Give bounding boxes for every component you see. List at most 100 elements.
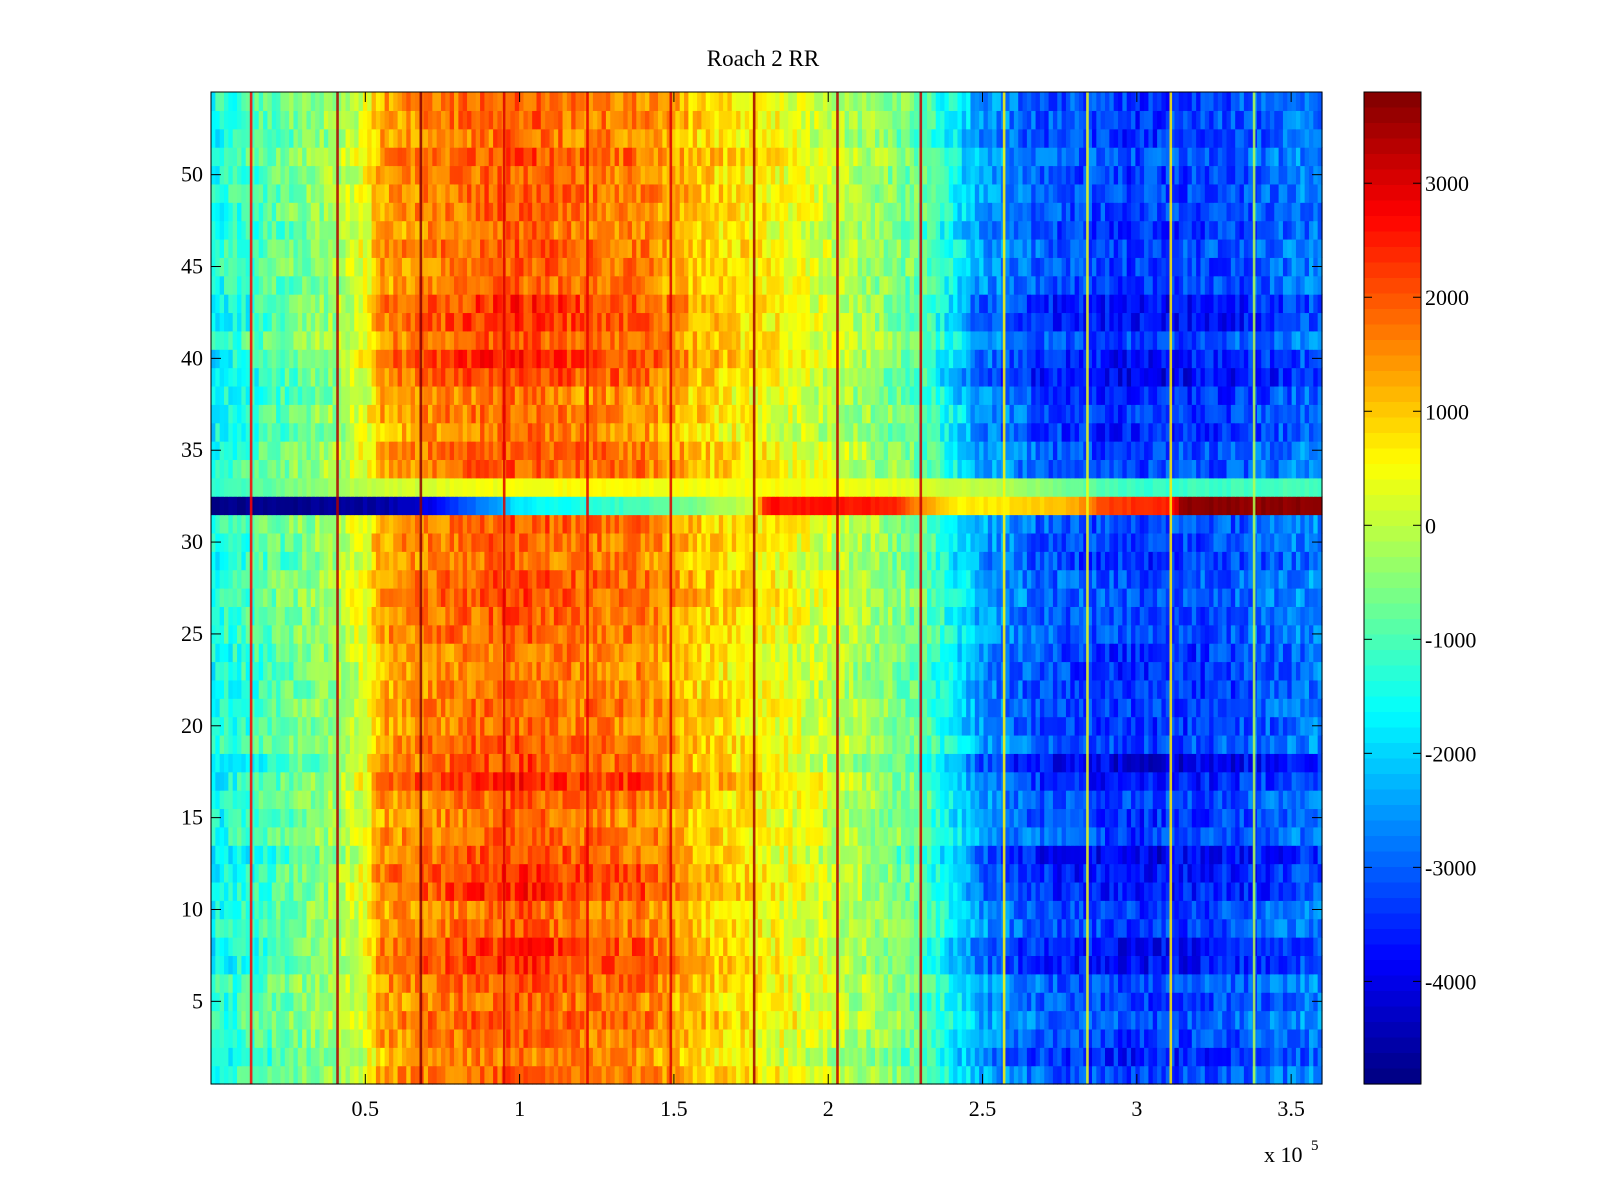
heatmap-cell: [822, 937, 828, 957]
heatmap-cell: [1209, 771, 1215, 791]
heatmap-cell: [297, 937, 303, 957]
heatmap-cell: [1295, 734, 1301, 754]
heatmap-cell: [545, 918, 551, 938]
heatmap-cell: [345, 881, 351, 901]
heatmap-cell: [888, 734, 893, 754]
heatmap-cell: [423, 900, 429, 920]
heatmap-cell: [779, 881, 785, 901]
heatmap-cell: [566, 1010, 572, 1030]
heatmap-cell: [410, 992, 416, 1012]
heatmap-cell: [1300, 826, 1306, 846]
heatmap-cell: [432, 826, 438, 846]
heatmap-cell: [471, 900, 477, 920]
heatmap-cell: [914, 863, 919, 883]
heatmap-cell: [1200, 937, 1206, 957]
heatmap-cell: [718, 753, 724, 773]
heatmap-cell: [1261, 900, 1267, 920]
heatmap-cell: [393, 771, 399, 791]
heatmap-cell: [684, 753, 689, 773]
heatmap-cell: [953, 753, 959, 773]
heatmap-cell: [1256, 808, 1262, 828]
heatmap-cell: [310, 734, 316, 754]
heatmap-cell: [245, 808, 251, 828]
heatmap-cell: [276, 790, 282, 810]
heatmap-plot-area[interactable]: [210, 91, 1323, 1085]
heatmap-cell: [1083, 900, 1089, 920]
heatmap-cell: [1248, 845, 1254, 865]
heatmap-cell: [284, 808, 290, 828]
heatmap-cell: [744, 845, 750, 865]
heatmap-cell: [1026, 826, 1032, 846]
heatmap-cell: [215, 790, 221, 810]
heatmap-cell: [727, 918, 733, 938]
heatmap-cell: [571, 955, 577, 975]
heatmap-cell: [228, 1065, 234, 1085]
heatmap-cell: [1287, 881, 1293, 901]
heatmap-cell: [675, 771, 681, 791]
heatmap-cell: [1243, 881, 1249, 901]
heatmap-cell: [970, 734, 976, 754]
heatmap-cell: [744, 955, 750, 975]
heatmap-cell: [336, 826, 342, 846]
heatmap-cell: [293, 1047, 299, 1067]
heatmap-cell: [1061, 900, 1067, 920]
heatmap-cell: [1317, 734, 1323, 754]
heatmap-cell: [601, 1047, 607, 1067]
heatmap-cell: [436, 918, 442, 938]
heatmap-cell: [740, 845, 746, 865]
heatmap-cell: [775, 771, 781, 791]
heatmap-cell: [414, 955, 420, 975]
heatmap-cell: [1026, 1065, 1032, 1085]
heatmap-cell: [462, 1047, 468, 1067]
heatmap-cell: [1269, 918, 1275, 938]
heatmap-cell: [319, 753, 325, 773]
heatmap-cell: [1061, 881, 1067, 901]
heatmap-cell: [840, 881, 846, 901]
heatmap-cell: [853, 771, 859, 791]
heatmap-cell: [731, 753, 737, 773]
heatmap-cell: [362, 1028, 368, 1048]
heatmap-cell: [636, 716, 642, 736]
heatmap-cell: [749, 1065, 755, 1085]
heatmap-cell: [414, 845, 420, 865]
heatmap-cell: [966, 790, 972, 810]
heatmap-cell: [1256, 826, 1262, 846]
heatmap-cell: [358, 734, 364, 754]
heatmap-cell: [1161, 1065, 1167, 1085]
heatmap-cell: [727, 863, 733, 883]
heatmap-cell: [614, 863, 620, 883]
heatmap-cell: [1122, 1010, 1128, 1030]
heatmap-cell: [1122, 826, 1128, 846]
heatmap-cell: [540, 1047, 546, 1067]
heatmap-cell: [1274, 881, 1280, 901]
heatmap-cell: [1018, 992, 1024, 1012]
heatmap-cell: [263, 1047, 269, 1067]
heatmap-cell: [341, 918, 347, 938]
heatmap-cell: [284, 790, 290, 810]
heatmap-cell: [640, 992, 646, 1012]
heatmap-cell: [566, 771, 572, 791]
heatmap-cell: [1113, 1028, 1119, 1048]
heatmap-cell: [961, 1065, 967, 1085]
heatmap-cell: [1170, 937, 1176, 957]
heatmap-cell: [284, 1028, 290, 1048]
heatmap-cell: [310, 753, 316, 773]
heatmap-cell: [558, 918, 564, 938]
heatmap-cell: [1278, 918, 1284, 938]
heatmap-cell: [375, 918, 381, 938]
heatmap-cell: [1239, 1010, 1245, 1030]
heatmap-cell: [1248, 771, 1254, 791]
heatmap-cell: [627, 955, 633, 975]
heatmap-cell: [597, 900, 603, 920]
heatmap-cell: [653, 845, 659, 865]
heatmap-cell: [875, 863, 880, 883]
heatmap-cell: [532, 771, 538, 791]
heatmap-cell: [493, 955, 499, 975]
heatmap-cell: [523, 808, 529, 828]
heatmap-cell: [775, 734, 781, 754]
heatmap-cell: [484, 808, 490, 828]
heatmap-cell: [614, 808, 620, 828]
heatmap-cell: [514, 753, 520, 773]
heatmap-cell: [753, 1010, 759, 1030]
heatmap-cell: [688, 716, 694, 736]
